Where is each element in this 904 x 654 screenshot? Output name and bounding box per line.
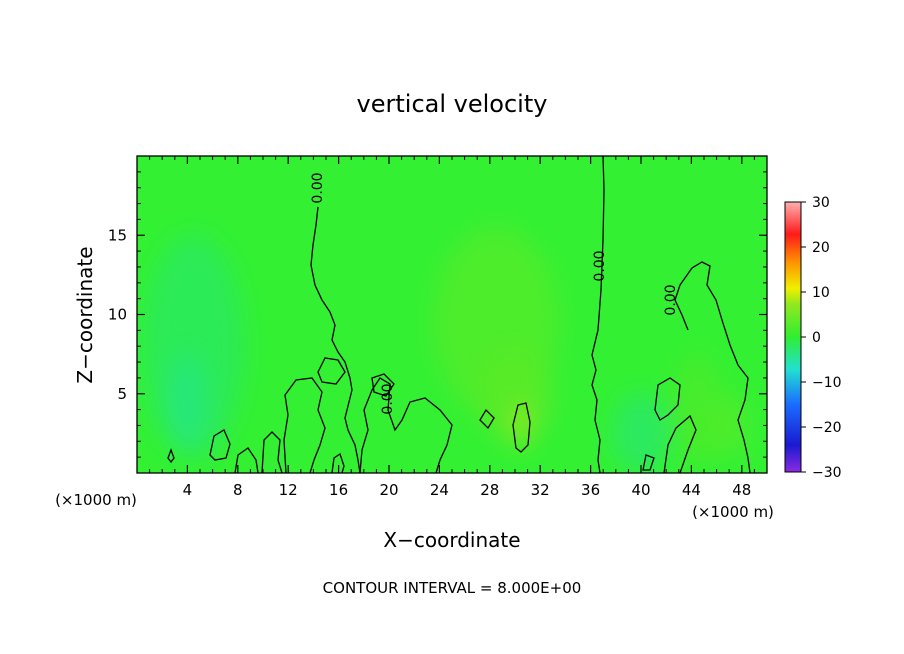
colorbar-ticks: 30 20 10 0 −10 −20 −30 [801,195,842,481]
contour-label: 0.00 [663,284,679,315]
velocity-anomaly [710,393,749,458]
colorbar-tick-label: 30 [812,195,830,211]
y-tick-label: 15 [108,226,127,244]
colorbar-tick-label: 20 [812,240,830,256]
colorbar-tick-label: 10 [812,285,830,301]
x-unit-label-left: (×1000 m) [55,491,137,509]
contour-blob-mid [359,377,453,473]
colorbar-tick-label: −20 [812,420,842,436]
colorbar-tick-label: −30 [812,465,842,481]
contour-blob-left-3 [234,447,259,473]
contour-blob-left [283,377,326,473]
x-tick-label: 28 [480,481,499,499]
x-tick-label: 16 [329,481,348,499]
x-unit-label-right: (×1000 m) [692,503,774,521]
contour-line-x44 [674,261,751,473]
colorbar [784,201,802,473]
x-tick-label: 12 [279,481,298,499]
zero-contours [167,156,751,473]
contour-line-x37 [591,156,605,473]
velocity-anomaly [613,393,669,473]
x-tick-label: 40 [631,481,650,499]
contour-line-x16 [310,206,361,473]
velocity-field [143,227,749,473]
x-tick-label: 8 [233,481,243,499]
contour-blob-right-2 [663,414,697,473]
x-tick-label: 44 [682,481,701,499]
contour-label: 0.00 [592,250,608,281]
x-tick-label: 32 [531,481,550,499]
colorbar-tick-label: 0 [812,330,821,346]
x-axis-title: X−coordinate [383,528,520,552]
contour-labels: 0.00 0.00 0.00 0.00 [310,172,679,414]
contour-blob-small-2 [371,373,395,397]
x-tick-label: 20 [379,481,398,499]
x-tick-label: 24 [430,481,449,499]
x-tick-label: 4 [183,481,193,499]
contour-blob-small-3 [167,448,175,464]
contour-label: 0.00 [310,172,326,203]
contour-blob-center-2 [479,408,495,430]
contour-blob-left-2 [209,429,231,461]
contour-interval-note: CONTOUR INTERVAL = 8.000E+00 [323,579,582,597]
y-tick-label: 5 [117,385,127,403]
contour-blob-right-3 [642,454,655,471]
velocity-anomaly [168,354,207,450]
contour-blob-center [512,402,531,453]
contour-label: 0.00 [380,383,396,414]
contour-blob-small-1 [317,357,346,385]
y-axis: 5 10 15 [108,171,767,458]
chart-title: vertical velocity [357,90,548,118]
contour-blob-right [654,377,681,421]
colorbar-tick-label: −10 [812,375,842,391]
contour-blob-left-4 [261,431,283,473]
x-tick-label: 36 [581,481,600,499]
y-tick-label: 10 [108,306,127,324]
x-axis: 4 8 12 16 20 24 28 32 36 40 44 48 [149,156,755,499]
y-axis-title: Z−coordinate [73,246,97,383]
velocity-anomaly [143,235,245,458]
velocity-anomaly [477,346,553,442]
velocity-anomaly [672,354,723,466]
x-tick-label: 48 [732,481,751,499]
contour-blob-small-4 [331,452,345,473]
